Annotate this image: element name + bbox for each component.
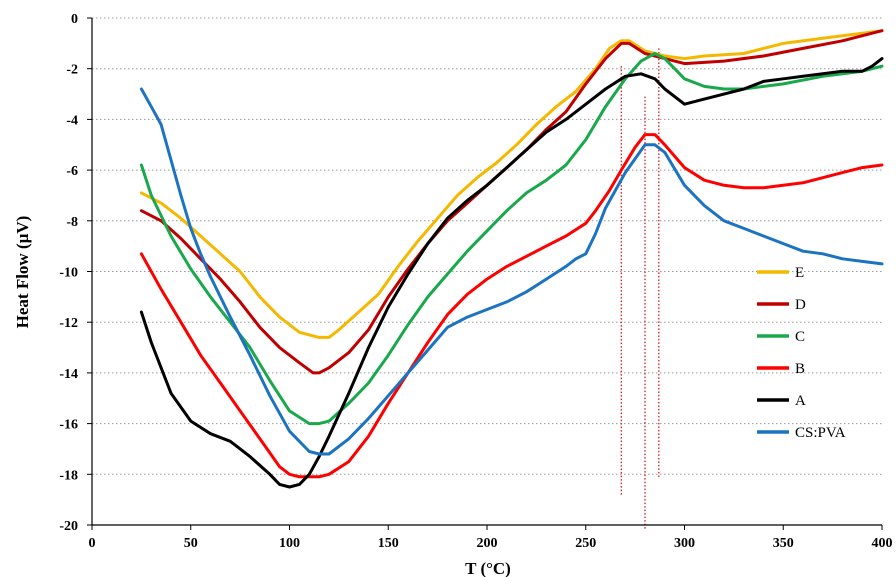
y-tick-label: -18 — [59, 468, 78, 483]
y-tick-label: -4 — [66, 113, 78, 128]
y-tick-label: -10 — [59, 266, 78, 281]
series-lines — [139, 29, 884, 489]
legend-label-cs-pva: CS:PVA — [795, 425, 846, 441]
y-tick-label: -20 — [59, 519, 78, 534]
series-line-c — [139, 52, 884, 426]
y-tick-label: -2 — [66, 63, 78, 78]
y-tick-labels: 0 -2 -4 -6 -8 -10 -12 -14 -16 -18 -20 — [59, 12, 78, 534]
y-tick-label: -12 — [59, 316, 78, 331]
y-tick-label: 0 — [71, 12, 78, 27]
series-line-a — [139, 57, 884, 489]
x-tick-label: 100 — [279, 536, 300, 551]
series-line-e — [139, 29, 884, 339]
x-tick-label: 150 — [378, 536, 399, 551]
y-tick-label: -16 — [59, 418, 78, 433]
axes — [87, 17, 883, 530]
x-tick-label: 250 — [575, 536, 596, 551]
series-line-d — [139, 29, 884, 375]
y-tick-label: -8 — [66, 215, 78, 230]
y-tick-label: -14 — [59, 367, 78, 382]
x-tick-label: 300 — [674, 536, 695, 551]
legend-label-d: D — [795, 297, 806, 313]
x-tick-label: 350 — [773, 536, 794, 551]
series-line-b — [139, 133, 884, 479]
vertical-markers — [620, 48, 660, 531]
y-axis-title: Heat Flow (µV) — [13, 216, 32, 329]
y-tick-label: -6 — [66, 164, 78, 179]
x-tick-labels: 0 50 100 150 200 250 300 350 400 — [89, 536, 893, 551]
legend-label-b: B — [795, 361, 805, 377]
legend-label-c: C — [795, 329, 805, 345]
x-tick-label: 200 — [477, 536, 498, 551]
legend-label-e: E — [795, 265, 804, 281]
x-tick-label: 50 — [184, 536, 198, 551]
x-tick-label: 0 — [89, 536, 96, 551]
series-line-cs-pva — [139, 87, 884, 456]
legend-label-a: A — [795, 393, 806, 409]
x-axis-title: T (°C) — [465, 559, 511, 577]
x-tick-label: 400 — [872, 536, 893, 551]
